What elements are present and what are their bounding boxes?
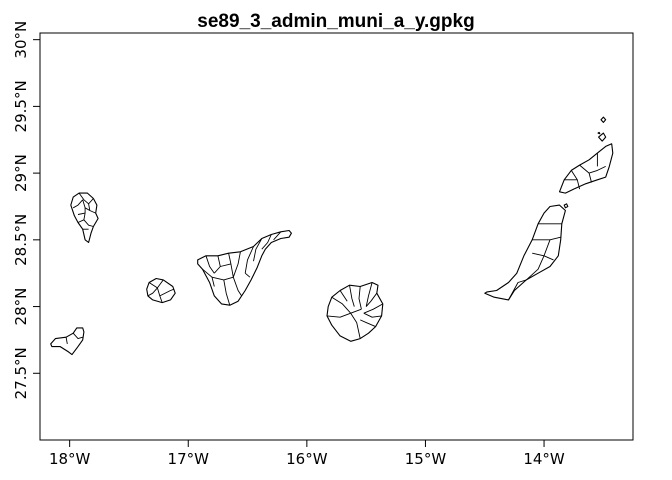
municipality-boundary bbox=[363, 312, 382, 318]
municipality-boundary bbox=[350, 308, 362, 314]
municipality-boundary bbox=[525, 255, 545, 281]
island-la-gomera bbox=[146, 277, 176, 304]
municipality-boundary bbox=[82, 199, 96, 214]
municipality-boundary bbox=[159, 288, 175, 297]
municipality-boundary bbox=[358, 286, 362, 310]
municipality-boundary bbox=[508, 279, 527, 301]
island-alegranza bbox=[600, 116, 607, 123]
y-tick-label: 27.5°N bbox=[12, 347, 30, 399]
municipality-boundary bbox=[339, 290, 348, 302]
municipality-boundary bbox=[365, 282, 373, 307]
island-tenerife bbox=[197, 229, 292, 306]
y-tick-label: 29°N bbox=[12, 154, 30, 192]
municipality-boundary bbox=[253, 238, 263, 262]
municipality-boundary bbox=[72, 199, 84, 209]
municipality-boundary bbox=[147, 287, 158, 297]
municipality-boundary bbox=[78, 192, 89, 205]
x-tick-label: 18°W bbox=[49, 450, 91, 468]
municipality-boundary bbox=[83, 219, 94, 227]
island-la-palma bbox=[70, 192, 99, 244]
y-tick-label: 28°N bbox=[12, 288, 30, 326]
municipality-boundary bbox=[273, 231, 282, 241]
x-tick-label: 16°W bbox=[286, 450, 328, 468]
municipality-boundary bbox=[326, 312, 351, 318]
municipality-boundary bbox=[244, 246, 254, 274]
x-tick-label: 17°W bbox=[168, 450, 210, 468]
y-axis: 27.5°N 28°N 28.5°N 29°N 29.5°N 30°N bbox=[12, 21, 41, 399]
municipality-boundary bbox=[360, 319, 376, 328]
island-fuerteventura bbox=[484, 204, 566, 301]
municipality-boundary bbox=[232, 251, 241, 278]
municipality-boundary bbox=[232, 277, 242, 297]
island-la-graciosa bbox=[598, 132, 607, 142]
municipality-boundary bbox=[223, 279, 231, 306]
municipality-boundary bbox=[261, 234, 272, 250]
island-outline bbox=[50, 327, 85, 356]
island-outline bbox=[600, 116, 607, 123]
municipality-boundary bbox=[363, 303, 384, 314]
municipality-boundary bbox=[72, 332, 83, 340]
municipality-boundary bbox=[349, 285, 355, 307]
island-outline bbox=[563, 203, 569, 209]
municipality-boundary bbox=[549, 236, 561, 241]
island-outline bbox=[597, 131, 601, 135]
x-axis: 18°W 17°W 16°W 15°W 14°W bbox=[49, 439, 565, 468]
municipality-boundary bbox=[350, 312, 361, 339]
island-lanzarote bbox=[558, 143, 614, 194]
island-outline bbox=[146, 277, 176, 304]
y-tick-label: 28.5°N bbox=[12, 214, 30, 266]
municipality-boundary bbox=[88, 198, 94, 211]
island-outline bbox=[558, 143, 614, 194]
x-tick-label: 15°W bbox=[405, 450, 447, 468]
island-outline bbox=[484, 204, 566, 301]
municipality-boundary bbox=[65, 337, 68, 344]
municipality-boundary bbox=[220, 263, 232, 267]
y-tick-label: 30°N bbox=[12, 21, 30, 59]
municipality-polygons bbox=[50, 116, 614, 356]
island-lobos bbox=[563, 203, 569, 209]
x-tick-label: 14°W bbox=[523, 450, 565, 468]
y-tick-label: 29.5°N bbox=[12, 80, 30, 132]
municipality-boundary bbox=[244, 272, 251, 278]
municipality-boundary bbox=[331, 296, 352, 314]
municipality-boundary bbox=[588, 165, 606, 174]
island-outline bbox=[598, 132, 607, 142]
island-outline bbox=[197, 229, 292, 306]
island-el-hierro bbox=[50, 327, 85, 356]
map-title: se89_3_admin_muni_a_y.gpkg bbox=[197, 11, 474, 32]
island-montana-clara bbox=[597, 131, 601, 135]
island-gran-canaria bbox=[326, 281, 384, 342]
municipality-boundary bbox=[365, 292, 378, 307]
municipality-boundary bbox=[205, 255, 215, 274]
